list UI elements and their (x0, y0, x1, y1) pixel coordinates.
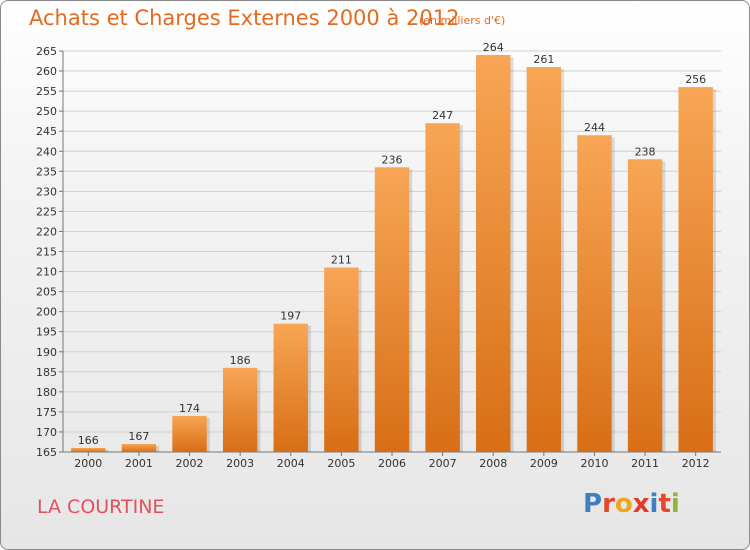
data-label: 197 (280, 310, 301, 323)
bar (172, 415, 207, 452)
x-tick-label: 2006 (378, 457, 406, 470)
data-label: 166 (78, 434, 99, 447)
data-label: 211 (331, 254, 352, 267)
y-tick-label: 200 (36, 306, 57, 319)
proxiti-logo[interactable]: Proxiti (583, 489, 680, 519)
bars (71, 55, 716, 453)
y-tick-label: 265 (36, 45, 57, 58)
y-tick-label: 245 (36, 125, 57, 138)
x-tick-label: 2007 (429, 457, 457, 470)
data-label: 174 (179, 402, 200, 415)
brand-letter: i (670, 489, 680, 519)
labels: 165 170 175 180 185 190 195 200 205 210 215 220 225 2… (36, 41, 710, 470)
bar (324, 267, 359, 452)
bar (121, 443, 157, 452)
x-tick-label: 2000 (74, 457, 102, 470)
bar (273, 323, 308, 452)
y-tick-label: 240 (36, 145, 57, 158)
bar (222, 367, 258, 452)
bar (577, 135, 612, 452)
data-label: 261 (533, 53, 554, 66)
data-label: 244 (584, 121, 605, 134)
bar (425, 123, 460, 453)
data-label: 264 (483, 41, 504, 54)
bar (526, 67, 562, 452)
bar (627, 159, 663, 452)
y-tick-label: 185 (36, 366, 57, 379)
y-tick-label: 190 (36, 346, 57, 359)
data-label: 186 (230, 354, 251, 367)
town-name: LA COURTINE (37, 496, 165, 518)
x-tick-label: 2009 (530, 457, 558, 470)
data-label: 167 (128, 430, 149, 443)
x-tick-label: 2010 (580, 457, 608, 470)
y-tick-label: 205 (36, 286, 57, 299)
y-tick-label: 225 (36, 205, 57, 218)
x-tick-label: 2003 (226, 457, 254, 470)
bar (476, 55, 511, 452)
x-tick-label: 2001 (125, 457, 153, 470)
data-label: 238 (635, 145, 656, 158)
y-tick-label: 230 (36, 185, 57, 198)
y-tick-label: 175 (36, 406, 57, 419)
y-tick-label: 220 (36, 225, 57, 238)
data-label: 236 (382, 153, 403, 166)
chart-subtitle: (en milliers d'€) (419, 14, 506, 27)
y-tick-label: 255 (36, 85, 57, 98)
x-tick-label: 2002 (176, 457, 204, 470)
brand-letter: i (649, 489, 659, 519)
brand-letter: x (632, 489, 650, 519)
y-tick-label: 235 (36, 165, 57, 178)
brand-letter: t (658, 489, 671, 519)
y-tick-label: 250 (36, 105, 57, 118)
y-tick-label: 170 (36, 426, 57, 439)
bar (678, 87, 713, 452)
data-label: 256 (685, 73, 706, 86)
bar (71, 447, 106, 452)
y-tick-label: 260 (36, 65, 57, 78)
brand-letter: o (614, 489, 633, 519)
brand-letter: P (583, 489, 603, 519)
data-label: 247 (432, 109, 453, 122)
x-tick-label: 2004 (277, 457, 305, 470)
y-tick-label: 165 (36, 446, 57, 459)
x-tick-label: 2012 (682, 457, 710, 470)
x-tick-label: 2005 (327, 457, 355, 470)
brand-letter: r (602, 489, 615, 519)
bar (374, 167, 410, 453)
y-tick-label: 180 (36, 386, 57, 399)
y-tick-label: 195 (36, 326, 57, 339)
x-tick-label: 2011 (631, 457, 659, 470)
y-tick-label: 210 (36, 266, 57, 279)
y-tick-label: 215 (36, 246, 57, 259)
x-tick-label: 2008 (479, 457, 507, 470)
chart-title: Achats et Charges Externes 2000 à 2012 (29, 6, 460, 30)
